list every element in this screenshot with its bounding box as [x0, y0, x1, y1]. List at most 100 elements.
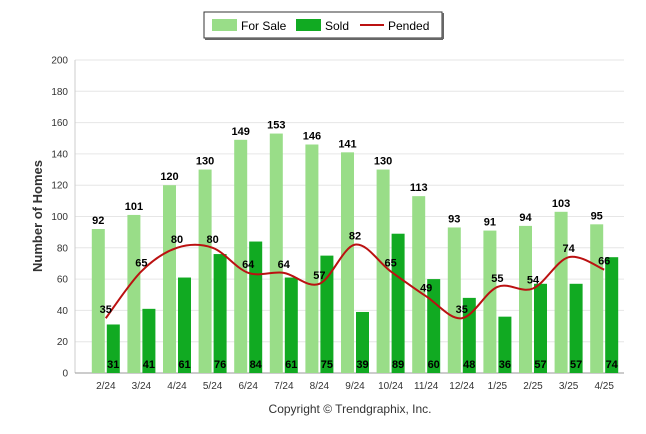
bar-for-sale	[341, 152, 354, 373]
legend-label-for-sale: For Sale	[241, 19, 287, 33]
bar-for-sale	[590, 224, 604, 373]
label-for-sale: 101	[125, 201, 143, 213]
bar-sold	[142, 308, 156, 373]
bar-for-sale	[234, 139, 248, 373]
label-sold: 57	[570, 359, 582, 371]
label-for-sale: 95	[591, 210, 603, 222]
label-pended: 49	[420, 282, 432, 294]
label-sold: 57	[534, 359, 546, 371]
bar-for-sale	[554, 211, 568, 373]
label-pended: 35	[456, 304, 468, 316]
label-sold: 75	[321, 359, 333, 371]
x-tick-label: 4/24	[167, 381, 187, 392]
legend: For Sale Sold Pended	[203, 11, 444, 40]
y-tick-label: 100	[51, 212, 68, 223]
bar-for-sale	[447, 227, 461, 373]
bar-sold	[356, 311, 369, 373]
label-pended: 74	[562, 243, 575, 255]
legend-box	[203, 11, 443, 39]
legend-label-sold: Sold	[325, 19, 349, 33]
bar-sold	[498, 316, 512, 373]
label-for-sale: 130	[196, 156, 214, 168]
y-axis-title: Number of Homes	[30, 160, 45, 272]
bar-for-sale	[127, 214, 141, 373]
x-tick-label: 9/24	[345, 381, 365, 392]
label-for-sale: 120	[160, 171, 178, 183]
label-for-sale: 113	[410, 182, 428, 194]
label-for-sale: 146	[303, 131, 321, 143]
x-tick-label: 6/24	[238, 381, 258, 392]
bar-for-sale	[412, 196, 426, 373]
legend-items: For Sale Sold Pended	[212, 19, 429, 33]
label-sold: 61	[285, 359, 297, 371]
bar-sold	[534, 283, 547, 373]
label-for-sale: 93	[448, 213, 460, 225]
y-tick-label: 140	[51, 149, 68, 160]
x-tick-label: 11/24	[414, 381, 439, 392]
y-tick-label: 120	[51, 181, 68, 192]
bar-sold	[106, 324, 120, 373]
label-for-sale: 130	[374, 156, 392, 168]
bar-sold	[320, 255, 334, 373]
label-sold: 74	[606, 359, 619, 371]
bar-for-sale	[163, 185, 176, 373]
legend-swatch-sold	[296, 19, 321, 31]
x-tick-label: 3/24	[132, 381, 152, 392]
x-tick-label: 3/25	[559, 381, 579, 392]
x-tick-label: 5/24	[203, 381, 223, 392]
label-for-sale: 153	[267, 120, 285, 132]
bar-sold	[284, 277, 298, 373]
bar-for-sale	[269, 133, 283, 373]
bar-for-sale	[91, 229, 105, 373]
label-pended: 55	[491, 273, 503, 285]
bars	[91, 133, 619, 373]
y-tick-label: 200	[51, 56, 68, 67]
label-pended: 54	[527, 274, 540, 286]
x-tick-label: 12/24	[449, 381, 474, 392]
y-tick-label: 80	[57, 243, 69, 254]
label-sold: 31	[107, 359, 119, 371]
label-for-sale: 94	[519, 212, 532, 224]
x-tick-label: 2/25	[523, 381, 543, 392]
label-pended: 64	[278, 259, 291, 271]
y-tick-label: 60	[57, 275, 69, 286]
y-tick-label: 0	[62, 369, 68, 380]
x-tick-label: 10/24	[378, 381, 403, 392]
x-tick-label: 7/24	[274, 381, 294, 392]
label-sold: 61	[178, 359, 190, 371]
label-pended: 64	[242, 259, 255, 271]
label-pended: 65	[384, 257, 396, 269]
x-tick-label: 4/25	[594, 381, 614, 392]
bar-sold	[178, 277, 191, 373]
label-pended: 80	[171, 234, 183, 246]
label-sold: 36	[499, 359, 511, 371]
y-tick-label: 180	[51, 87, 68, 98]
label-for-sale: 103	[552, 198, 570, 210]
y-tick-label: 40	[57, 306, 69, 317]
bar-sold	[391, 233, 405, 373]
label-sold: 39	[356, 359, 368, 371]
legend-label-pended: Pended	[388, 19, 429, 33]
copyright-footer: Copyright © Trendgraphix, Inc.	[269, 402, 432, 416]
bar-sold	[605, 257, 619, 373]
label-pended: 80	[206, 234, 218, 246]
label-sold: 76	[214, 359, 226, 371]
label-sold: 89	[392, 359, 404, 371]
bar-sold	[213, 254, 227, 373]
bar-for-sale	[376, 169, 390, 373]
bar-for-sale	[198, 169, 212, 373]
label-sold: 60	[428, 359, 440, 371]
label-pended: 66	[598, 256, 610, 268]
bar-for-sale	[305, 144, 319, 373]
data-labels: 92 31 101 41 120 61 130 76 149 84 153 61 146 75 141 39 1…	[92, 120, 619, 371]
bar-for-sale	[483, 230, 497, 373]
x-tick-label: 8/24	[310, 381, 330, 392]
x-tick-label: 1/25	[488, 381, 508, 392]
legend-swatch-for-sale	[212, 19, 237, 31]
bar-sold	[427, 279, 441, 373]
bar-sold	[569, 283, 583, 373]
label-pended: 82	[349, 231, 361, 243]
label-pended: 65	[135, 257, 147, 269]
